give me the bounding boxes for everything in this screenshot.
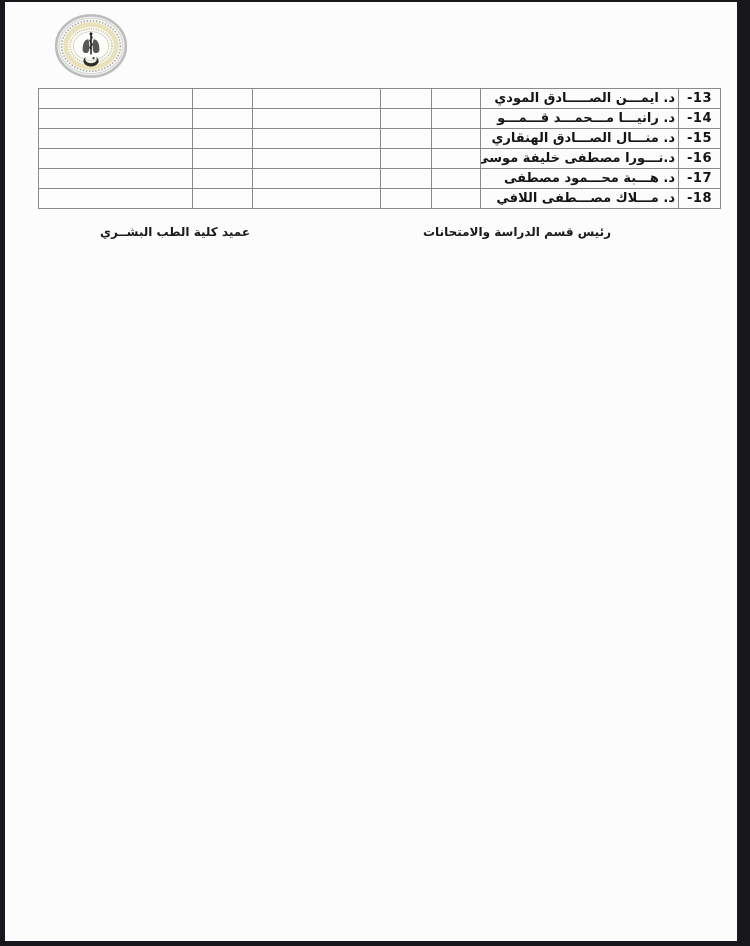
- lecturer-name: د. مـــلاك مصـــطفى اللافي: [480, 188, 679, 209]
- empty-cell: [252, 108, 381, 129]
- empty-cell: [252, 148, 381, 169]
- row-number: -18: [678, 188, 721, 209]
- empty-cell: [380, 148, 432, 169]
- table-row: -17 د. هـــبة محـــمود مصطفى: [38, 168, 721, 189]
- row-number: -13: [678, 88, 721, 109]
- table-row: -15 د. منـــال الصـــادق الهنقاري: [38, 128, 721, 149]
- table-row: -13 د. ايمـــن الصـــــادق المودي: [38, 88, 721, 109]
- empty-cell: [380, 168, 432, 189]
- table-row: -16 د.نـــورا مصطفى خليفة موسى: [38, 148, 721, 169]
- row-number: -14: [678, 108, 721, 129]
- empty-cell: [380, 128, 432, 149]
- empty-cell: [380, 188, 432, 209]
- document-page: -13 د. ايمـــن الصـــــادق المودي -14 د.…: [5, 2, 737, 941]
- signature-dean-of-medicine: عميد كلية الطب البشــري: [99, 225, 251, 239]
- empty-cell: [380, 88, 432, 109]
- empty-cell: [431, 88, 481, 109]
- lecturer-name: د.نـــورا مصطفى خليفة موسى: [480, 148, 679, 169]
- empty-cell: [38, 108, 193, 129]
- lecturer-name: د. ايمـــن الصـــــادق المودي: [480, 88, 679, 109]
- empty-cell: [192, 128, 253, 149]
- empty-cell: [252, 188, 381, 209]
- empty-cell: [252, 88, 381, 109]
- empty-cell: [431, 108, 481, 129]
- empty-cell: [192, 168, 253, 189]
- empty-cell: [38, 148, 193, 169]
- empty-cell: [252, 168, 381, 189]
- lecturer-name: د. منـــال الصـــادق الهنقاري: [480, 128, 679, 149]
- table-row: -18 د. مـــلاك مصـــطفى اللافي: [38, 188, 721, 209]
- lecturer-name: د. رانيـــا مـــحمـــد قـــمـــو: [480, 108, 679, 129]
- row-number: -16: [678, 148, 721, 169]
- row-number: -15: [678, 128, 721, 149]
- empty-cell: [252, 128, 381, 149]
- college-seal-logo: [49, 9, 133, 83]
- lecturers-table: -13 د. ايمـــن الصـــــادق المودي -14 د.…: [38, 88, 721, 209]
- empty-cell: [431, 148, 481, 169]
- row-number: -17: [678, 168, 721, 189]
- empty-cell: [192, 148, 253, 169]
- empty-cell: [192, 88, 253, 109]
- empty-cell: [38, 128, 193, 149]
- lecturer-name: د. هـــبة محـــمود مصطفى: [480, 168, 679, 189]
- empty-cell: [380, 108, 432, 129]
- empty-cell: [38, 168, 193, 189]
- empty-cell: [38, 188, 193, 209]
- empty-cell: [431, 188, 481, 209]
- empty-cell: [431, 168, 481, 189]
- signature-head-of-study-and-exams: رئيس قسم الدراسة والامتحانات: [423, 225, 611, 239]
- empty-cell: [38, 88, 193, 109]
- empty-cell: [192, 188, 253, 209]
- medical-college-seal-icon: [54, 14, 128, 78]
- empty-cell: [431, 128, 481, 149]
- empty-cell: [192, 108, 253, 129]
- table-row: -14 د. رانيـــا مـــحمـــد قـــمـــو: [38, 108, 721, 129]
